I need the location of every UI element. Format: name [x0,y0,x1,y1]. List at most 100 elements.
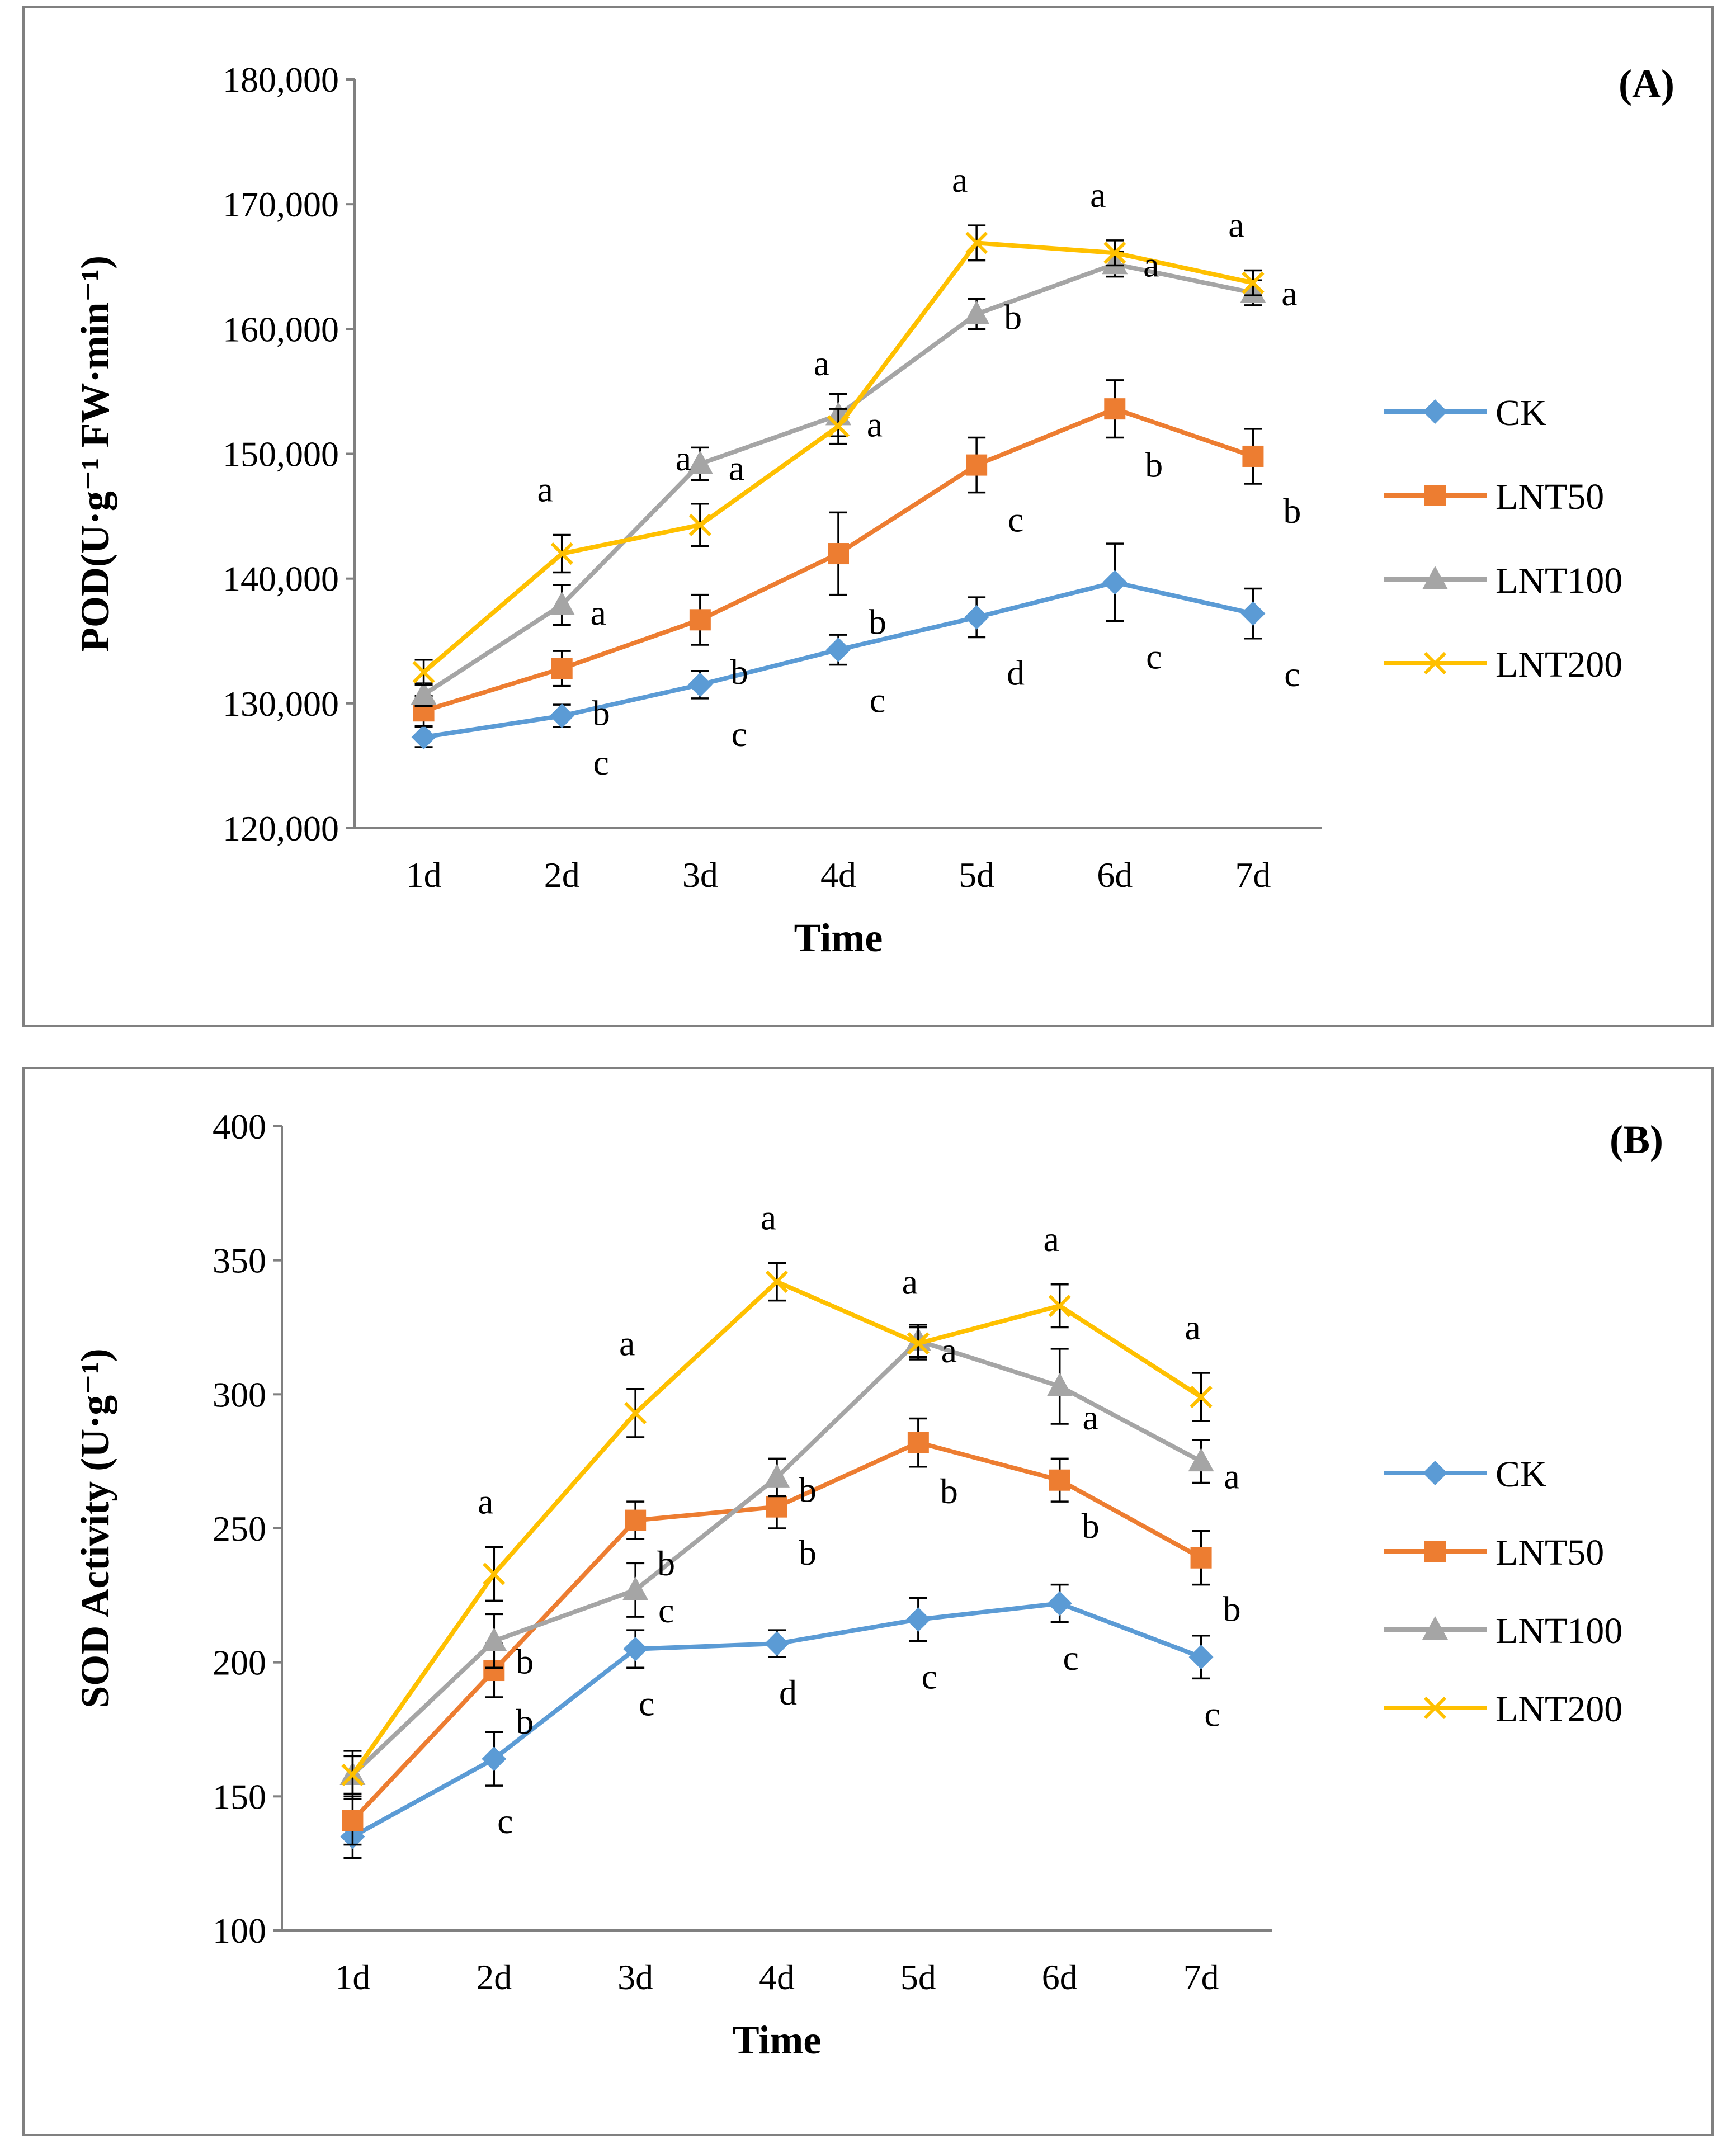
sod-significance-letter: c [1063,1638,1079,1678]
sod-panel-title: (B) [1610,1117,1663,1162]
pod-data-point [687,672,713,697]
pod-legend-marker [1423,651,1447,675]
pod-data-point [1102,570,1128,595]
pod-data-point [550,542,573,565]
pod-data-point [964,300,990,324]
sod-significance-letter: a [761,1197,776,1237]
sod-series-lnt50 [342,1417,1212,1846]
sod-significance-letter: c [497,1801,513,1841]
sod-series-lnt200 [341,1262,1213,1800]
sod-x-tick-label: 7d [1183,1957,1219,1997]
sod-y-axis-title: SOD Activity (U·g⁻¹) [73,1348,117,1708]
pod-legend-marker [1424,485,1446,506]
pod-data-point [412,660,435,684]
sod-significance-letter: c [639,1683,654,1723]
sod-significance-letter: c [658,1590,674,1630]
pod-significance-letter: c [870,681,885,720]
pod-x-tick-label: 5d [959,855,994,895]
sod-data-point [907,1432,929,1453]
sod-x-tick-label: 2d [476,1957,512,1997]
pod-significance-letter: a [676,438,691,478]
sod-significance-letter: c [922,1656,937,1696]
pod-significance-letter: a [867,404,883,444]
sod-significance-letter: a [478,1482,493,1522]
sod-data-point [1190,1547,1212,1569]
pod-panel-title: (A) [1619,62,1674,106]
pod-significance-letter: b [1283,491,1301,531]
pod-data-point [827,415,850,438]
sod-significance-letter: b [799,1470,817,1509]
pod-data-point [1242,445,1264,467]
sod-data-point [1188,1448,1214,1472]
sod-significance-letter: c [1204,1694,1220,1734]
pod-y-tick-label: 150,000 [223,435,339,474]
pod-significance-letter: b [592,693,610,733]
pod-significance-letter: d [1007,653,1025,693]
sod-legend-marker [1423,1461,1447,1485]
pod-x-tick-label: 1d [406,855,442,895]
sod-data-point [907,1332,930,1355]
pod-series-line [422,240,1254,674]
pod-significance-letter: b [730,652,748,692]
sod-legend-label: CK [1496,1454,1547,1495]
pod-legend-label: CK [1496,393,1547,433]
sod-plot-group: 100 150 200 250 300 350 400 1d 2d 3d 4d 5d 6d 7d Time S… [73,1107,1663,2062]
pod-x-axis-title: Time [794,915,883,960]
pod-significance-letter: a [1090,175,1106,215]
sod-x-tick-label: 1d [334,1957,370,1997]
pod-significance-letter: a [1143,245,1159,285]
sod-series-lnt100 [339,1323,1214,1795]
sod-data-point [765,1270,789,1293]
sod-significance-letter: a [1083,1397,1098,1437]
pod-data-point [966,454,988,476]
sod-legend-marker [1423,1696,1447,1720]
sod-significance-letter: b [657,1543,675,1583]
pod-plot-group: 120,000 130,000 140,000 150,000 160,000 170,0… [73,60,1674,960]
pod-data-point [828,543,849,565]
pod-y-tick-label: 140,000 [223,559,339,599]
sod-y-tick-label: 100 [213,1911,266,1951]
sod-data-point [905,1607,931,1632]
pod-data-point [965,232,988,254]
pod-legend-label: LNT100 [1496,560,1622,601]
sod-legend-marker [1422,1616,1448,1640]
pod-significance-letter: a [591,593,606,632]
pod-significance-letter: c [593,743,609,782]
sod-data-point [1046,1372,1073,1396]
sod-series-line [351,1338,1202,1777]
sod-significance-letter: a [902,1262,918,1302]
sod-data-point [483,1562,506,1585]
sod-x-tick-label: 5d [900,1957,936,1997]
sod-data-point [765,1631,789,1656]
sod-significance-letter: b [516,1641,534,1681]
sod-y-tick-label: 200 [213,1643,266,1683]
sod-data-point [766,1496,787,1518]
sod-data-point [764,1463,790,1488]
pod-data-point [964,605,989,630]
pod-significance-letter: a [1228,205,1244,244]
pod-x-tick-label: 4d [820,855,856,895]
sod-legend-label: LNT50 [1496,1532,1604,1573]
sod-x-tick-label: 4d [759,1957,795,1997]
pod-significance-letter: a [952,160,968,200]
sod-legend-item: CK [1384,1454,1547,1495]
sod-legend-item: LNT200 [1384,1689,1622,1730]
pod-y-tick-label: 180,000 [223,60,339,100]
sod-legend-label: LNT100 [1496,1611,1622,1651]
sod-data-point [1048,1295,1071,1318]
sod-data-point [341,1763,364,1787]
pod-data-point [1240,601,1266,626]
pod-significance-letter: c [1284,654,1300,694]
sod-y-tick-label: 400 [213,1107,266,1146]
pod-data-point [689,609,711,631]
pod-significance-letter: a [1281,273,1297,313]
pod-series-lnt50 [413,379,1264,727]
pod-significance-letter: b [1145,445,1163,484]
pod-x-tick-label: 2d [544,855,580,895]
sod-data-point [625,1509,647,1531]
sod-data-point [622,1576,649,1600]
sod-data-point [342,1810,364,1831]
pod-legend-item: LNT50 [1384,476,1604,517]
pod-data-point [1242,271,1265,294]
sod-data-point [1188,1645,1214,1670]
